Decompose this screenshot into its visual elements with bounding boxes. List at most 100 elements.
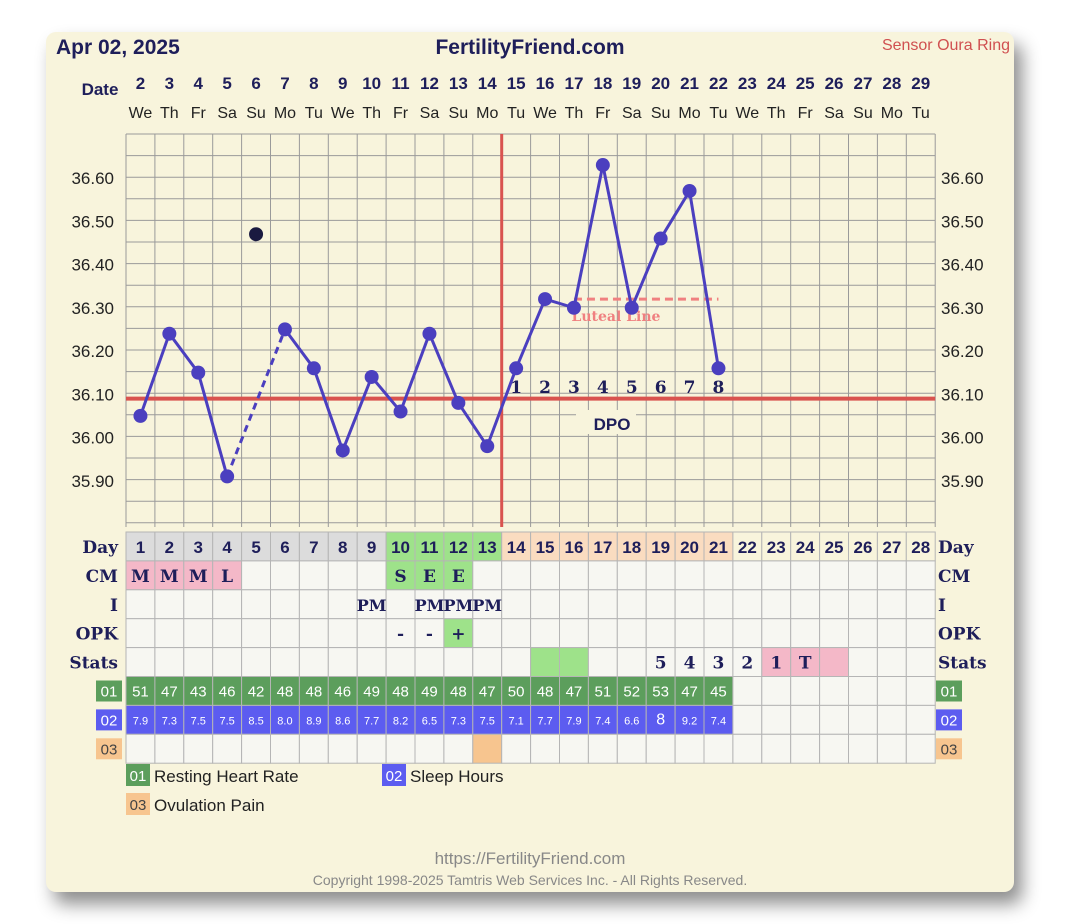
weekday-label: Th: [362, 105, 381, 122]
temp-segment: [225, 328, 287, 477]
table-cell: [472, 733, 503, 764]
table-cell: [327, 589, 358, 620]
table-cell: [587, 531, 618, 562]
y-tick-right: 35.90: [941, 472, 984, 491]
table-cell: [154, 589, 185, 620]
dpo-number: 8: [713, 378, 725, 398]
sleep-hours-value: 7.4: [595, 715, 610, 727]
dpo-bg: [576, 410, 636, 434]
table-cell: [876, 589, 907, 620]
table-cell: [183, 676, 214, 706]
chart-card: Apr 02, 2025 FertilityFriend.com Sensor Ou…: [46, 32, 1014, 892]
table-cell: [125, 647, 156, 677]
temp-segment: [457, 402, 489, 447]
stats-value: 4: [684, 654, 696, 674]
date-number: 11: [392, 74, 410, 93]
table-cell: [848, 618, 878, 649]
temp-point: [422, 326, 437, 341]
table-cell: [674, 560, 705, 591]
table-cell: [587, 733, 618, 764]
table-cell: [732, 618, 763, 649]
dpo-number: 1: [510, 378, 522, 398]
table-cell: [414, 676, 445, 706]
temp-point: [566, 300, 581, 315]
table-cell: [414, 733, 445, 764]
heart-rate-value: 51: [595, 684, 612, 701]
cm-value: E: [452, 567, 465, 587]
cycle-day: 18: [622, 538, 641, 557]
table-cell: [905, 733, 936, 764]
temp-point: [335, 443, 350, 458]
row-badge-text-code02: 02: [101, 712, 118, 729]
row-badge-code03-right: [936, 738, 962, 760]
table-cell: [501, 704, 532, 735]
row-label-cm-right: CM: [938, 567, 971, 587]
cycle-day: 25: [825, 538, 844, 557]
sleep-hours-value: 7.5: [220, 715, 235, 727]
date-number: 10: [362, 74, 381, 93]
heart-rate-value: 42: [248, 684, 265, 701]
table-cell: [443, 618, 474, 649]
table-cell: [298, 618, 329, 649]
y-tick-left: 36.20: [71, 342, 114, 361]
table-cell: [530, 647, 561, 677]
weekday-label: Fr: [191, 105, 207, 122]
y-tick-left: 36.10: [71, 385, 114, 404]
cycle-day: 14: [507, 538, 526, 557]
temp-segment: [514, 298, 547, 369]
dpo-number: 3: [568, 378, 580, 398]
table-cell: [241, 589, 272, 620]
table-cell: [905, 704, 936, 735]
weekday-label: Fr: [595, 105, 611, 122]
table-cell: [270, 531, 300, 562]
table-cell: [212, 560, 243, 591]
opk-value: -: [397, 625, 404, 645]
date-number: 20: [651, 74, 670, 93]
cm-value: L: [221, 567, 233, 587]
y-tick-right: 36.10: [941, 385, 984, 404]
table-cell: [616, 704, 647, 735]
temp-segment: [688, 190, 720, 369]
table-cell: [241, 560, 272, 591]
cycle-day: 3: [194, 538, 203, 557]
legend-label: Resting Heart Rate: [154, 767, 299, 786]
table-cell: [848, 676, 878, 706]
table-cell: [761, 618, 792, 649]
row-badge-code01: [96, 680, 122, 702]
cm-value: E: [423, 567, 436, 587]
stats-value: 3: [713, 654, 725, 674]
legend-swatch: [126, 793, 150, 815]
intercourse-value: PM: [415, 596, 445, 615]
table-cell: [790, 589, 821, 620]
cycle-day: 23: [767, 538, 786, 557]
table-cell: [530, 676, 561, 706]
opk-value: +: [451, 625, 465, 645]
table-cell: [732, 704, 763, 735]
table-cell: [125, 618, 156, 649]
weekday-label: Su: [449, 105, 469, 122]
temp-point: [277, 322, 292, 337]
table-cell: [125, 589, 156, 620]
table-cell: [819, 676, 849, 706]
heart-rate-value: 52: [623, 684, 640, 701]
table-cell: [356, 531, 387, 562]
row-badge-text-code03: 03: [101, 741, 118, 758]
legend-label: Ovulation Pain: [154, 796, 265, 815]
dpo-number: 7: [684, 378, 696, 398]
cycle-day: 4: [222, 538, 232, 557]
y-tick-right: 36.40: [941, 256, 984, 275]
heart-rate-value: 49: [421, 684, 438, 701]
table-cell: [616, 560, 647, 591]
cm-value: M: [131, 567, 150, 587]
table-cell: [761, 704, 792, 735]
date-number: 26: [825, 74, 844, 93]
table-cell: [819, 647, 849, 677]
temp-segment: [485, 367, 518, 447]
table-cell: [327, 560, 358, 591]
weekday-label: We: [129, 105, 153, 122]
table-cell: [385, 647, 416, 677]
weekday-label: Th: [160, 105, 179, 122]
table-cell: [761, 531, 792, 562]
table-cell: [905, 589, 936, 620]
table-cell: [703, 733, 734, 764]
